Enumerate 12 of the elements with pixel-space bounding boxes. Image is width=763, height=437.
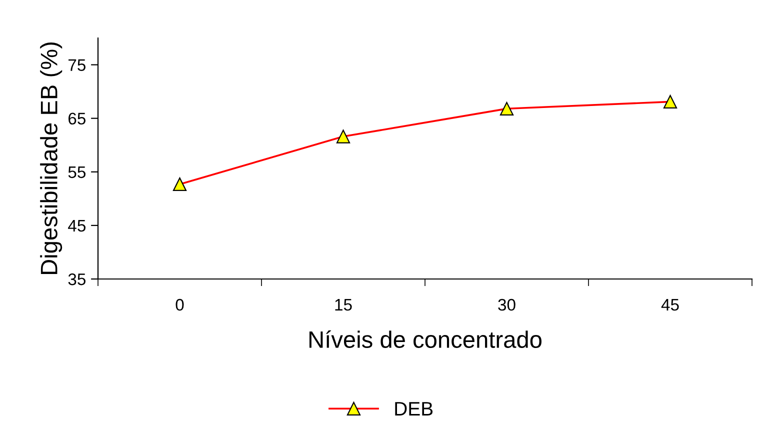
x-tick-label: 15 bbox=[335, 299, 352, 311]
legend-label: DEB bbox=[395, 402, 433, 416]
x-tick-label: 0 bbox=[176, 298, 184, 311]
y-tick-label: 35 bbox=[68, 273, 86, 286]
y-tick-label: 65 bbox=[68, 112, 86, 125]
y-axis-title: Digestibilidade EB (%) bbox=[40, 42, 62, 274]
x-tick-label: 30 bbox=[498, 298, 516, 311]
x-tick-label: 45 bbox=[661, 299, 679, 311]
y-tick-label: 75 bbox=[68, 59, 86, 71]
y-tick-label: 45 bbox=[68, 220, 86, 232]
y-tick-label: 55 bbox=[68, 166, 86, 178]
x-axis-title: Níveis de concentrado bbox=[309, 330, 542, 348]
